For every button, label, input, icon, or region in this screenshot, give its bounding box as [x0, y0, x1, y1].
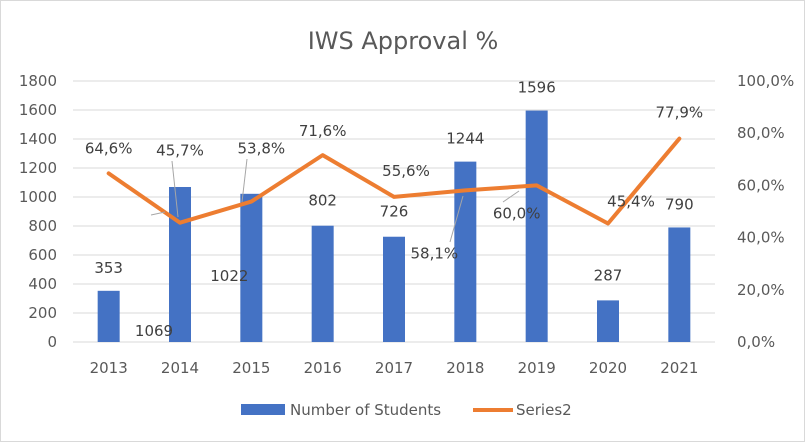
y-right-tick-label: 0,0%	[737, 333, 775, 351]
line-data-label: 53,8%	[238, 140, 286, 158]
legend: Number of Students Series2	[241, 401, 572, 419]
x-tick-label: 2021	[660, 359, 698, 377]
bar	[597, 300, 619, 342]
leader-line	[150, 211, 166, 216]
bar	[668, 227, 691, 342]
axes: 0 200 400 600 800 1000 1200 1400 1600 1800 0,0% 20,…	[19, 72, 794, 377]
bar	[97, 290, 120, 342]
line-data-label: 55,6%	[382, 162, 430, 180]
x-tick-label: 2017	[375, 359, 413, 377]
leader-line	[241, 158, 248, 203]
x-tick-label: 2016	[304, 359, 342, 377]
y-right-tick-label: 20,0%	[737, 281, 785, 299]
y-left-tick-label: 1000	[19, 188, 57, 206]
y-right-tick-label: 100,0%	[737, 72, 794, 90]
line-data-label: 71,6%	[299, 122, 347, 140]
legend-swatch-bar	[241, 404, 285, 415]
leader-lines	[150, 158, 520, 243]
line-data-label: 45,7%	[156, 142, 204, 160]
x-tick-label: 2013	[90, 359, 128, 377]
y-left-tick-label: 400	[28, 275, 57, 293]
x-tick-label: 2014	[161, 359, 199, 377]
x-tick-label: 2020	[589, 359, 627, 377]
data-labels: 353 1069 1022 802 726 1244 1596 287 790 64,6% 45,7…	[85, 79, 703, 340]
bar	[311, 225, 334, 342]
y-right-tick-label: 40,0%	[737, 229, 785, 247]
bar-data-label: 1244	[446, 130, 484, 148]
leader-line	[449, 195, 464, 243]
leader-line	[171, 160, 179, 218]
y-left-tick-label: 200	[28, 304, 57, 322]
y-left-tick-label: 1200	[19, 159, 57, 177]
line-series	[106, 136, 682, 226]
bar	[383, 236, 405, 342]
y-left-tick-label: 1600	[19, 101, 57, 119]
bar-data-label: 353	[94, 259, 123, 277]
bar	[525, 110, 548, 342]
line-data-label: 58,1%	[411, 244, 459, 262]
bar-data-label: 726	[380, 203, 409, 221]
x-tick-label: 2018	[446, 359, 484, 377]
y-left-tick-label: 1400	[19, 130, 57, 148]
line-data-label: 64,6%	[85, 139, 133, 157]
bar	[169, 186, 191, 342]
bar-data-label: 1596	[518, 79, 556, 97]
bar-data-label: 802	[308, 192, 337, 210]
series-line	[106, 136, 682, 226]
line-data-label: 77,9%	[656, 104, 704, 122]
bar-series	[97, 110, 691, 342]
y-left-tick-label: 800	[28, 217, 57, 235]
y-right-tick-label: 60,0%	[737, 176, 785, 194]
y-right-tick-label: 80,0%	[737, 124, 785, 142]
legend-label: Number of Students	[290, 401, 441, 419]
bar-data-label: 287	[594, 266, 623, 284]
line-data-label: 60,0%	[493, 204, 541, 222]
bar	[240, 193, 263, 342]
bar-data-label: 1022	[210, 267, 248, 285]
leader-line	[502, 190, 520, 203]
legend-label: Series2	[516, 401, 572, 419]
chart-title: IWS Approval %	[308, 27, 499, 55]
y-left-tick-label: 600	[28, 246, 57, 264]
y-left-tick-label: 0	[47, 333, 57, 351]
bar-data-label: 1069	[135, 322, 173, 340]
x-tick-label: 2015	[232, 359, 270, 377]
y-left-tick-label: 1800	[19, 72, 57, 90]
line-data-label: 45,4%	[607, 193, 655, 211]
x-tick-label: 2019	[518, 359, 556, 377]
bar-data-label: 790	[665, 195, 694, 213]
